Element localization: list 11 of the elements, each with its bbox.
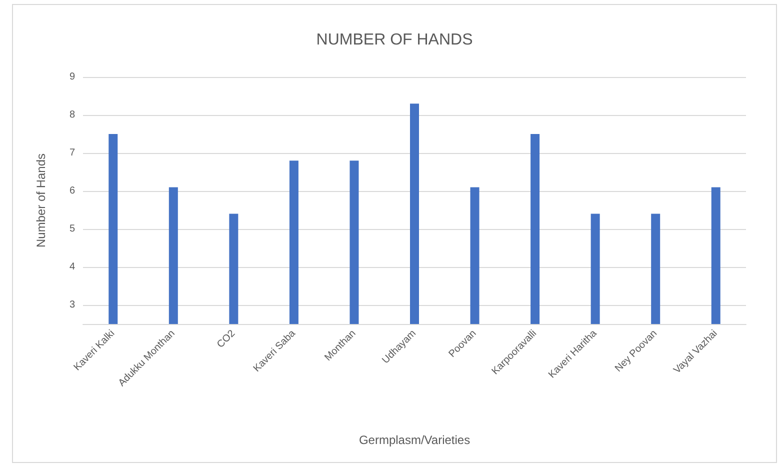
y-tick-label: 4 xyxy=(69,262,76,272)
x-tick-label: CO2 xyxy=(215,328,238,350)
y-axis-title: Number of Hands xyxy=(34,153,48,248)
chart-title: NUMBER OF HANDS xyxy=(316,32,473,48)
y-tick-label: 5 xyxy=(69,224,76,234)
y-tick-label: 7 xyxy=(69,148,76,158)
y-tick-label: 6 xyxy=(69,186,76,196)
y-tick-label: 3 xyxy=(69,300,76,310)
x-axis-title: Germplasm/Varieties xyxy=(358,433,470,447)
y-tick-label: 9 xyxy=(69,72,76,82)
y-tick-label: 8 xyxy=(69,110,76,120)
